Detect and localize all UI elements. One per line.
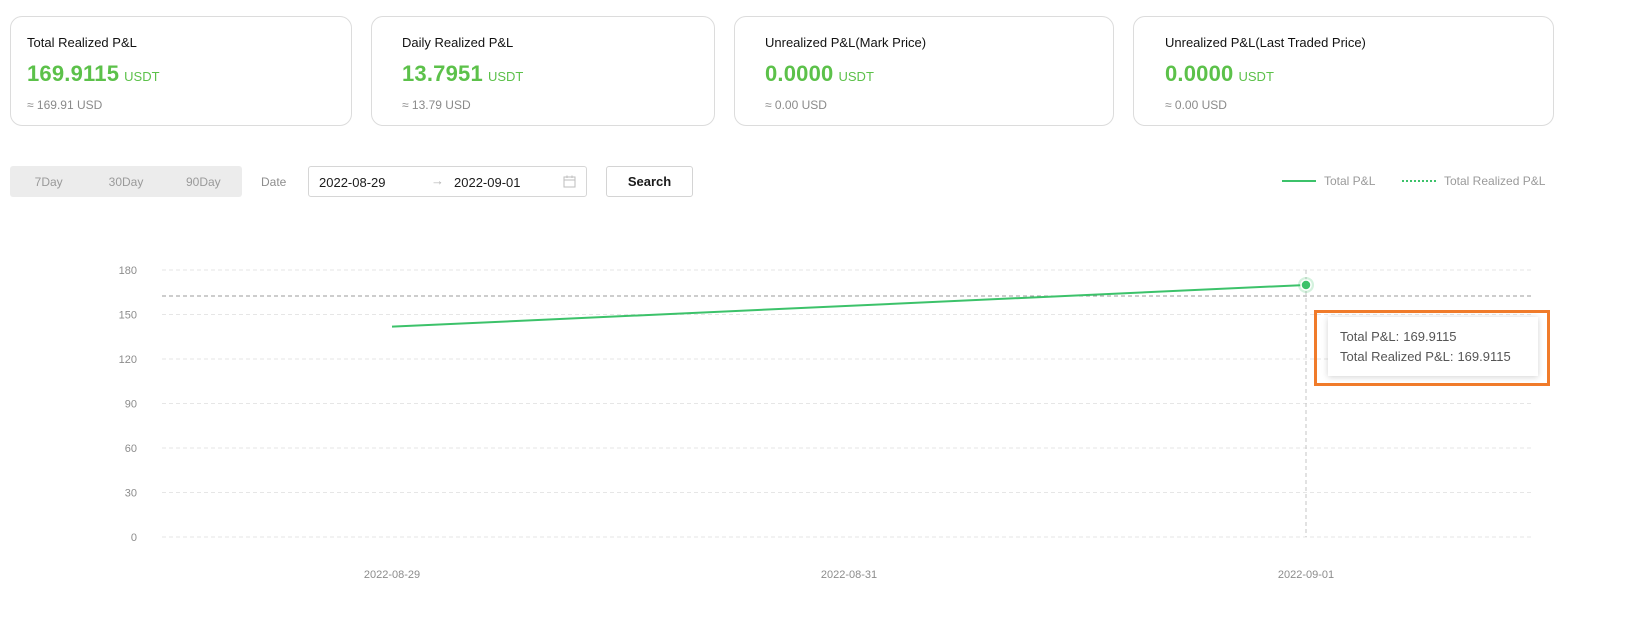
x-tick-label: 2022-09-01	[1278, 569, 1334, 581]
range-selector: 7Day 30Day 90Day	[10, 166, 242, 197]
daily-realized-pnl-card: Daily Realized P&L 13.7951 USDT ≈ 13.79 …	[371, 16, 715, 126]
card-title: Total Realized P&L	[27, 35, 137, 50]
tooltip-value: 169.9115	[1403, 329, 1457, 344]
y-tick-label: 90	[125, 399, 137, 411]
card-usd-approx: ≈ 0.00 USD	[1165, 98, 1227, 112]
tooltip-value: 169.9115	[1457, 349, 1511, 364]
legend-item-total-pnl[interactable]: Total P&L	[1282, 174, 1375, 188]
tooltip-label: Total P&L:	[1340, 329, 1400, 344]
search-button[interactable]: Search	[606, 166, 693, 197]
unrealized-pnl-last-traded-card: Unrealized P&L(Last Traded Price) 0.0000…	[1133, 16, 1554, 126]
card-unit: USDT	[124, 69, 160, 84]
start-date-input[interactable]: 2022-08-29	[319, 175, 386, 190]
total-realized-pnl-card: Total Realized P&L 169.9115 USDT ≈ 169.9…	[10, 16, 352, 126]
y-tick-label: 180	[119, 265, 137, 277]
y-tick-label: 120	[119, 354, 137, 366]
x-tick-label: 2022-08-31	[821, 569, 877, 581]
end-date-input[interactable]: 2022-09-01	[454, 175, 521, 190]
dotted-line-icon	[1402, 180, 1436, 182]
range-30day-button[interactable]: 30Day	[108, 174, 144, 189]
card-title: Unrealized P&L(Mark Price)	[765, 35, 927, 50]
card-value-row: 13.7951 USDT	[402, 61, 523, 87]
chart-tooltip: Total P&L: 169.9115 Total Realized P&L: 16…	[1328, 317, 1538, 376]
card-value: 0.0000	[765, 61, 834, 86]
card-value-row: 169.9115 USDT	[27, 61, 160, 87]
date-label: Date	[261, 175, 287, 189]
calendar-icon[interactable]	[563, 175, 576, 191]
x-tick-label: 2022-08-29	[364, 569, 420, 581]
range-90day-button[interactable]: 90Day	[185, 174, 221, 189]
unrealized-pnl-mark-card: Unrealized P&L(Mark Price) 0.0000 USDT ≈…	[734, 16, 1114, 126]
legend-label: Total P&L	[1324, 174, 1376, 188]
card-value-row: 0.0000 USDT	[765, 61, 874, 87]
solid-line-icon	[1282, 180, 1316, 182]
y-tick-label: 0	[131, 532, 137, 544]
range-7day-button[interactable]: 7Day	[34, 174, 63, 189]
card-unit: USDT	[838, 69, 874, 84]
date-range-picker[interactable]: 2022-08-29 → 2022-09-01	[308, 166, 587, 197]
card-unit: USDT	[487, 69, 524, 84]
card-usd-approx: ≈ 13.79 USD	[402, 98, 471, 112]
tooltip-row-total-pnl: Total P&L: 169.9115	[1340, 327, 1538, 347]
card-usd-approx: ≈ 0.00 USD	[765, 98, 827, 112]
card-title: Unrealized P&L(Last Traded Price)	[1165, 35, 1366, 50]
card-value: 13.7951	[402, 61, 483, 86]
y-tick-label: 60	[125, 443, 137, 455]
arrow-right-icon: →	[431, 173, 444, 188]
card-unit: USDT	[1238, 69, 1274, 84]
legend-item-total-realized-pnl[interactable]: Total Realized P&L	[1402, 174, 1545, 188]
tooltip-row-total-realized-pnl: Total Realized P&L: 169.9115	[1340, 347, 1538, 367]
hover-point	[1300, 279, 1312, 291]
y-tick-label: 150	[119, 310, 137, 322]
card-value: 169.9115	[27, 61, 120, 86]
tooltip-label: Total Realized P&L:	[1340, 349, 1454, 364]
card-value-row: 0.0000 USDT	[1165, 61, 1274, 87]
card-usd-approx: ≈ 169.91 USD	[27, 98, 103, 112]
legend-label: Total Realized P&L	[1444, 174, 1546, 188]
y-tick-label: 30	[125, 488, 137, 500]
card-title: Daily Realized P&L	[402, 35, 514, 50]
series-line-total-pnl	[391, 283, 1307, 328]
tooltip-highlight-box	[1314, 310, 1550, 386]
card-value: 0.0000	[1165, 61, 1234, 86]
